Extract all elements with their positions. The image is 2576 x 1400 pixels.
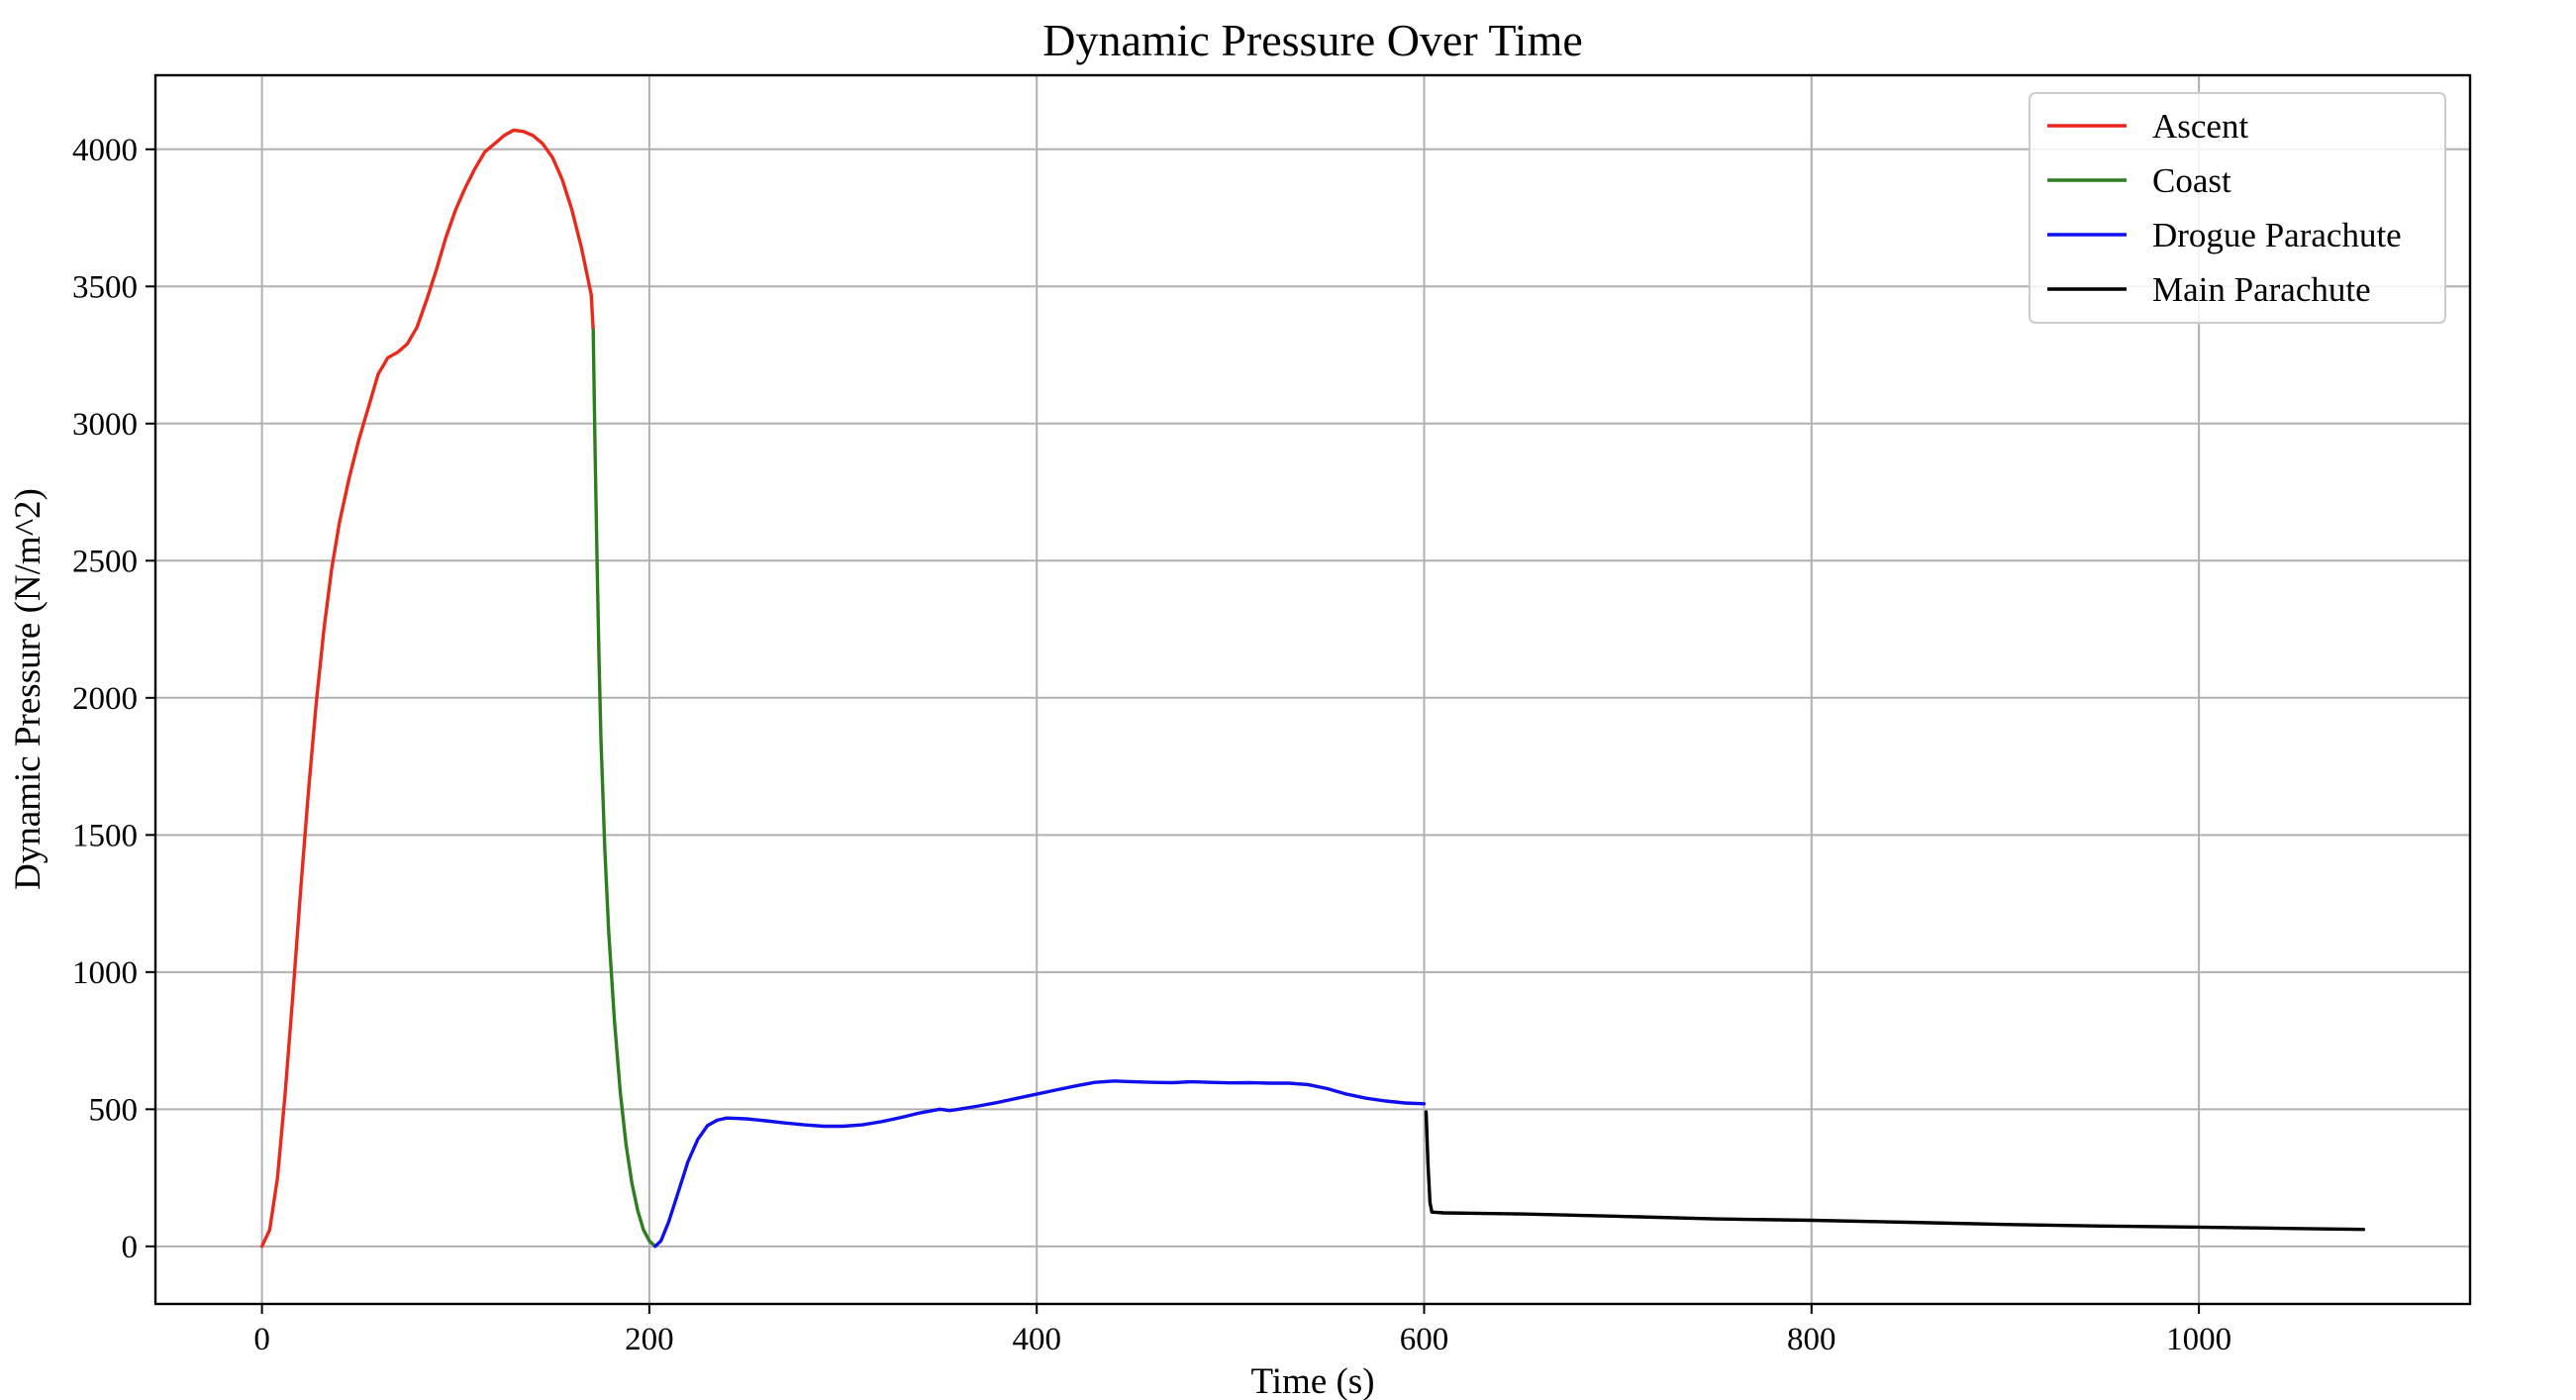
x-axis-label: Time (s) [1250, 1361, 1374, 1400]
x-tick-label: 200 [625, 1322, 674, 1357]
y-tick-label: 2500 [72, 544, 138, 579]
y-tick-label: 1000 [72, 955, 138, 991]
series-line-main-parachute [1424, 1110, 2366, 1232]
series-line-ascent [259, 128, 595, 1249]
x-tick-label: 0 [253, 1322, 270, 1357]
x-tick-label: 600 [1400, 1322, 1449, 1357]
x-tick-label: 400 [1012, 1322, 1061, 1357]
y-tick-label: 1500 [72, 818, 138, 853]
y-tick-label: 0 [122, 1230, 139, 1265]
y-tick-label: 2000 [72, 681, 138, 717]
plot-area-frame [153, 73, 2472, 1306]
chart-title: Dynamic Pressure Over Time [1042, 15, 1583, 65]
legend-label-drogue-parachute: Drogue Parachute [2152, 216, 2402, 254]
series-line-drogue-parachute [653, 1079, 1427, 1249]
y-tick-label: 3500 [72, 269, 138, 305]
legend-label-coast: Coast [2152, 161, 2231, 200]
y-tick-label: 4000 [72, 133, 138, 168]
legend-label-main-parachute: Main Parachute [2152, 270, 2371, 309]
series-line-coast [591, 328, 657, 1249]
y-tick-label: 500 [89, 1092, 139, 1128]
legend-label-ascent: Ascent [2152, 107, 2248, 146]
series-lines [259, 128, 2366, 1249]
y-axis-label: Dynamic Pressure (N/m^2) [8, 488, 49, 890]
x-tick-label: 1000 [2166, 1322, 2231, 1357]
x-tick-label: 800 [1787, 1322, 1836, 1357]
legend-box [2029, 92, 2446, 324]
y-tick-label: 3000 [72, 407, 138, 443]
legend: Ascent Coast Drogue Parachute Main Parachut… [2029, 92, 2446, 324]
axis-ticks: 0 200 400 600 800 1000 0 500 1000 1500 2000 2500 300… [72, 133, 2231, 1357]
